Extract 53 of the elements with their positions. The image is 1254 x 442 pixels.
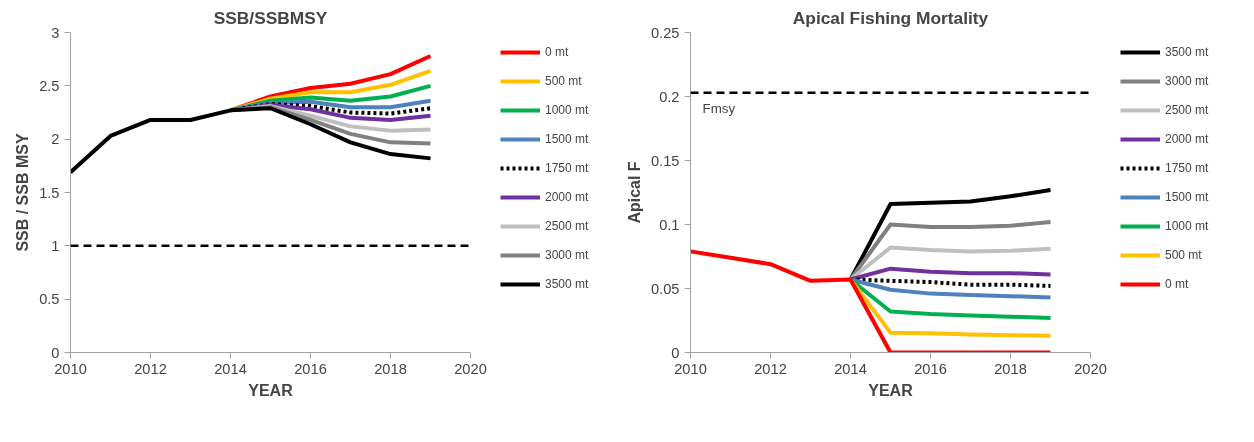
x-tick-label: 2016 — [294, 360, 327, 377]
x-tick-label: 2018 — [994, 360, 1027, 377]
y-axis-title: Apical F — [625, 161, 643, 224]
x-tick-label: 2018 — [374, 360, 407, 377]
legend-label: 2000 mt — [545, 190, 589, 204]
y-tick-label: 2 — [51, 131, 60, 148]
legend-label: 2500 mt — [545, 219, 589, 233]
line-series — [70, 106, 433, 175]
legend-label: 3000 mt — [1165, 74, 1209, 88]
y-tick-label: 1 — [51, 237, 60, 254]
legend-label: 3500 mt — [545, 277, 589, 291]
y-tick-label: 0.5 — [39, 291, 60, 308]
legend-label: 500 mt — [545, 74, 582, 88]
x-tick-label: 2012 — [754, 360, 787, 377]
line-series — [690, 249, 1053, 353]
y-tick-label: 0 — [51, 344, 60, 361]
y-tick-label: 0.1 — [659, 216, 680, 233]
ref-line-label: Fmsy — [702, 100, 736, 116]
legend-label: 2500 mt — [1165, 103, 1209, 117]
y-tick-label: 1.5 — [39, 184, 60, 201]
chart-title: Apical Fishing Mortality — [792, 7, 989, 28]
legend-label: 1500 mt — [1165, 190, 1209, 204]
legend-label: 500 mt — [1165, 248, 1202, 262]
x-tick-label: 2016 — [914, 360, 947, 377]
legend-label: 1000 mt — [1165, 219, 1209, 233]
x-axis-title: YEAR — [248, 381, 294, 399]
legend-label: 1000 mt — [545, 103, 589, 117]
x-axis-title: YEAR — [868, 381, 914, 399]
y-tick-label: 0.25 — [650, 24, 680, 41]
legend-label: 3500 mt — [1165, 45, 1209, 59]
x-tick-label: 2010 — [54, 360, 87, 377]
legend-label: 3000 mt — [545, 248, 589, 262]
x-tick-label: 2020 — [454, 360, 487, 377]
y-tick-label: 0.2 — [659, 88, 680, 105]
legend-label: 0 mt — [1165, 277, 1189, 291]
x-tick-label: 2012 — [134, 360, 167, 377]
y-tick-label: 0.05 — [650, 280, 680, 297]
y-tick-label: 2.5 — [39, 77, 60, 94]
legend-label: 0 mt — [545, 45, 569, 59]
legend-label: 1750 mt — [1165, 161, 1209, 175]
y-tick-label: 0.15 — [650, 152, 680, 169]
y-axis-title: SSB / SSB MSY — [14, 133, 32, 252]
y-tick-label: 0 — [671, 344, 680, 361]
x-tick-label: 2014 — [214, 360, 247, 377]
x-tick-label: 2020 — [1074, 360, 1107, 377]
legend-label: 1750 mt — [545, 161, 589, 175]
legend-label: 1500 mt — [545, 132, 589, 146]
x-tick-label: 2010 — [674, 360, 707, 377]
y-tick-label: 3 — [51, 24, 60, 41]
chart-title: SSB/SSBMSY — [213, 7, 328, 28]
x-tick-label: 2014 — [834, 360, 867, 377]
legend-label: 2000 mt — [1165, 132, 1209, 146]
line-series — [848, 266, 1053, 282]
